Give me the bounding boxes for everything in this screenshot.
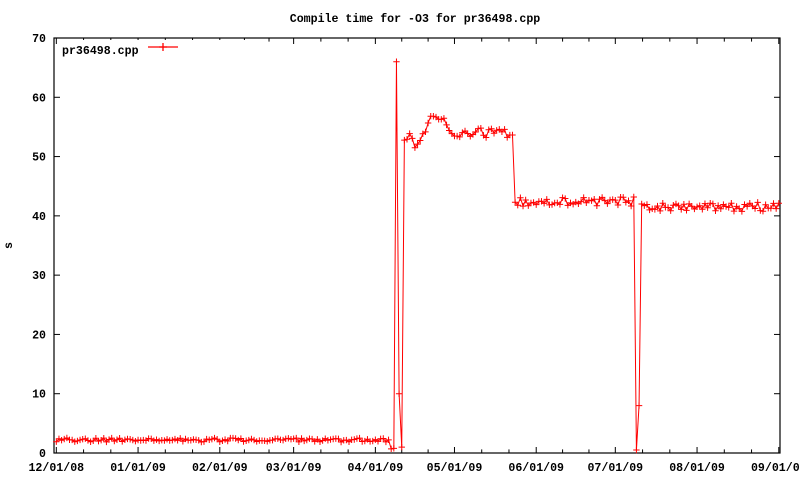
svg-text:04/01/09: 04/01/09 [348,462,404,475]
svg-text:30: 30 [32,270,46,283]
svg-text:01/01/09: 01/01/09 [110,462,166,475]
svg-text:09/01/09: 09/01/09 [751,462,800,475]
svg-text:05/01/09: 05/01/09 [427,462,483,475]
svg-text:70: 70 [32,33,46,46]
svg-text:10: 10 [32,389,46,402]
svg-text:0: 0 [39,448,46,461]
svg-text:40: 40 [32,211,46,224]
svg-text:pr36498.cpp: pr36498.cpp [62,45,139,58]
svg-text:Compile time for -O3 for pr364: Compile time for -O3 for pr36498.cpp [290,13,541,26]
svg-text:s: s [3,242,16,249]
svg-text:03/01/09: 03/01/09 [266,462,322,475]
svg-text:07/01/09: 07/01/09 [587,462,643,475]
svg-text:12/01/08: 12/01/08 [28,462,84,475]
svg-text:08/01/09: 08/01/09 [669,462,725,475]
svg-text:50: 50 [32,152,46,165]
svg-text:20: 20 [32,329,46,342]
svg-text:60: 60 [32,92,46,105]
svg-text:06/01/09: 06/01/09 [508,462,564,475]
svg-text:02/01/09: 02/01/09 [192,462,248,475]
